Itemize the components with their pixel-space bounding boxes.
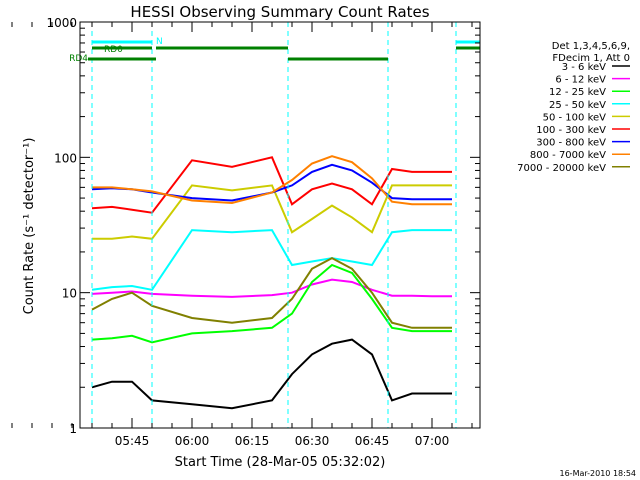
legend-label-8: 7000 - 20000 keV [517, 163, 606, 174]
legend-label-4: 50 - 100 keV [543, 112, 607, 123]
legend-label-0: 3 - 6 keV [562, 62, 606, 73]
flag-label-n: N [156, 37, 163, 47]
series-line-1 [91, 278, 452, 298]
x-axis: 05:45 06:00 06:15 06:30 06:45 07:00 [11, 22, 473, 448]
y-tick-label-1: 10 [62, 287, 77, 301]
x-tick-label-5: 07:00 [415, 434, 450, 448]
flag-label-rd4: RD4 [69, 54, 88, 64]
legend-header-0: Det 1,3,4,5,6,9, [552, 41, 630, 52]
series-line-2 [91, 263, 452, 344]
y-axis: 1 10 100 1000 [46, 16, 480, 436]
y-axis-label: Count Rate (s⁻¹ detector⁻¹) [22, 138, 37, 315]
flag-label-rd0: RD0 [104, 45, 123, 55]
series-line-0 [91, 338, 452, 410]
y-tick-label-3: 1000 [46, 16, 77, 30]
legend-label-7: 800 - 7000 keV [530, 150, 606, 161]
y-tick-label-0: 1 [69, 422, 77, 436]
legend-label-2: 12 - 25 keV [549, 87, 606, 98]
x-tick-label-3: 06:30 [295, 434, 330, 448]
night-boundaries [91, 22, 457, 428]
chart-title: HESSI Observing Summary Count Rates [130, 3, 429, 21]
legend-label-1: 6 - 12 keV [555, 75, 606, 86]
series-line-8 [91, 256, 452, 329]
flag-bars: N RD0 RD4 [69, 37, 480, 64]
legend-label-3: 25 - 50 keV [549, 100, 606, 111]
footer-date: 16-Mar-2010 18:54 [560, 469, 637, 478]
series-line-4 [92, 184, 452, 240]
series-line-5 [91, 156, 452, 214]
x-tick-label-4: 06:45 [355, 434, 390, 448]
series-line-7 [92, 155, 452, 206]
x-axis-label: Start Time (28-Mar-05 05:32:02) [175, 455, 386, 470]
legend: Det 1,3,4,5,6,9,FDecim 1, Att 03 - 6 keV… [517, 41, 630, 174]
series-layer [91, 155, 452, 410]
x-tick-label-0: 05:45 [115, 434, 150, 448]
legend-label-6: 300 - 800 keV [536, 138, 606, 149]
x-tick-label-2: 06:15 [235, 434, 270, 448]
y-tick-label-2: 100 [54, 151, 77, 165]
legend-header-1: FDecim 1, Att 0 [552, 53, 630, 64]
legend-label-5: 100 - 300 keV [536, 125, 606, 136]
series-line-3 [91, 229, 452, 291]
plot-frame [79, 21, 481, 429]
x-tick-label-1: 06:00 [175, 434, 210, 448]
